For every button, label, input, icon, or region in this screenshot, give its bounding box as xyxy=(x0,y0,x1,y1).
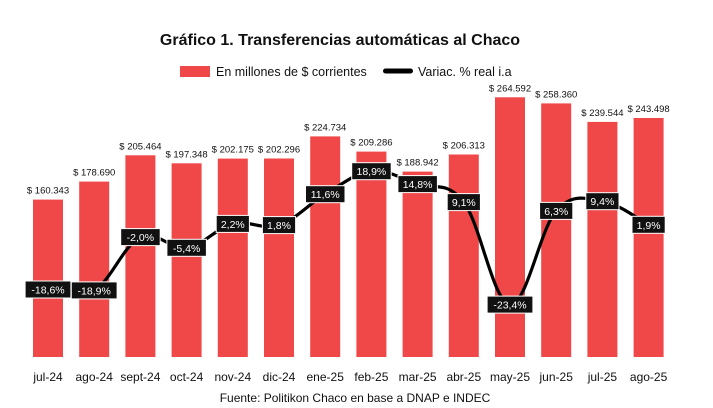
bar-dic-24 xyxy=(264,158,294,357)
bar-feb-25 xyxy=(356,151,387,357)
bar-oct-24 xyxy=(171,163,202,357)
category-label: sept-24 xyxy=(120,370,160,384)
pct-label: -2,0% xyxy=(127,232,154,244)
pct-label: 14,8% xyxy=(403,179,433,191)
bar-value-label: $ 243.498 xyxy=(627,104,669,115)
category-label: oct-24 xyxy=(170,370,204,384)
legend-line-label: Variac. % real i.a xyxy=(418,65,512,79)
bar-sept-24 xyxy=(125,155,156,357)
pct-label: -18,9% xyxy=(78,285,111,297)
pct-label-box xyxy=(539,201,574,220)
category-label: mar-25 xyxy=(399,370,437,384)
pct-label-box xyxy=(70,281,118,300)
pct-label-box xyxy=(631,215,666,234)
pct-labels-group: -18,6% -18,9% -2,0% -5,4% 2,2% 1,8% 11,6% 18,9%… xyxy=(24,162,666,314)
legend-line-swatch xyxy=(383,68,413,74)
bar-jul-24 xyxy=(33,199,63,357)
pct-label-box xyxy=(585,192,620,211)
pct-label-box xyxy=(397,175,438,194)
pct-label: -18,6% xyxy=(31,285,64,297)
bar-value-label: $ 202.175 xyxy=(212,145,254,156)
bar-may-25 xyxy=(495,97,525,358)
pct-label-box xyxy=(215,214,250,233)
bar-value-label: $ 206.313 xyxy=(443,141,485,152)
pct-label: 6,3% xyxy=(544,206,568,218)
bar-abr-25 xyxy=(448,154,479,357)
chart-title: Gráfico 1. Transferencias automáticas al… xyxy=(160,32,520,49)
category-label: ene-25 xyxy=(307,370,345,384)
bars-group xyxy=(33,97,664,358)
bar-value-label: $ 202.296 xyxy=(258,145,300,156)
bar-value-label: $ 160.343 xyxy=(27,186,69,197)
bar-value-label: $ 239.544 xyxy=(581,108,623,119)
bar-ene-25 xyxy=(310,136,341,357)
pct-label: 9,1% xyxy=(452,197,476,209)
pct-label-box xyxy=(486,295,534,314)
category-label: ago-25 xyxy=(630,370,668,384)
category-label: jul-24 xyxy=(32,370,63,384)
pct-label: -5,4% xyxy=(173,243,200,255)
bar-jul-25 xyxy=(587,121,618,358)
bar-value-label: $ 264.592 xyxy=(489,83,531,94)
bar-mar-25 xyxy=(402,171,433,357)
source-note: Fuente: Politikon Chaco en base a DNAP e… xyxy=(220,391,491,405)
pct-label: 2,2% xyxy=(221,219,245,231)
pct-label-box xyxy=(166,238,207,257)
category-label: may-25 xyxy=(490,370,530,384)
bar-value-label: $ 258.360 xyxy=(535,89,577,100)
bar-labels-group: $ 160.343 $ 178.690 $ 205.464 $ 197.348 $ 20… xyxy=(27,83,670,196)
pct-label-box xyxy=(261,216,297,235)
pct-label-box xyxy=(351,162,392,181)
bar-value-label: $ 224.734 xyxy=(304,122,346,133)
category-label: abr-25 xyxy=(446,370,481,384)
bar-value-label: $ 188.942 xyxy=(396,158,438,169)
category-label: jul-25 xyxy=(587,370,618,384)
legend-bar-label: En millones de $ corrientes xyxy=(216,65,367,79)
pct-label: 1,9% xyxy=(637,220,661,232)
bar-ago-24 xyxy=(79,181,110,357)
category-labels-group: jul-24 ago-24 sept-24 oct-24 nov-24 dic-24 ene… xyxy=(32,370,667,384)
bar-ago-25 xyxy=(633,118,664,357)
pct-label: 11,6% xyxy=(311,189,340,201)
pct-label: -23,4% xyxy=(493,300,526,312)
legend-bar-swatch xyxy=(180,66,210,77)
bar-value-label: $ 209.286 xyxy=(350,138,392,149)
pct-label: 9,4% xyxy=(590,196,614,208)
bar-value-label: $ 178.690 xyxy=(73,168,115,179)
category-label: jun-25 xyxy=(539,370,574,384)
category-label: feb-25 xyxy=(354,370,388,384)
bar-value-label: $ 197.348 xyxy=(165,149,207,160)
bar-nov-24 xyxy=(217,158,248,357)
pct-label-box xyxy=(446,193,481,212)
pct-label-box xyxy=(305,185,346,204)
bar-value-label: $ 205.464 xyxy=(119,141,161,152)
pct-label-box xyxy=(120,228,161,247)
pct-label: 18,9% xyxy=(357,166,387,178)
category-label: dic-24 xyxy=(263,370,296,384)
category-label: ago-24 xyxy=(76,370,114,384)
legend: En millones de $ corrientes Variac. % re… xyxy=(180,65,512,79)
category-label: nov-24 xyxy=(214,370,251,384)
pct-label: 1,8% xyxy=(267,220,291,232)
